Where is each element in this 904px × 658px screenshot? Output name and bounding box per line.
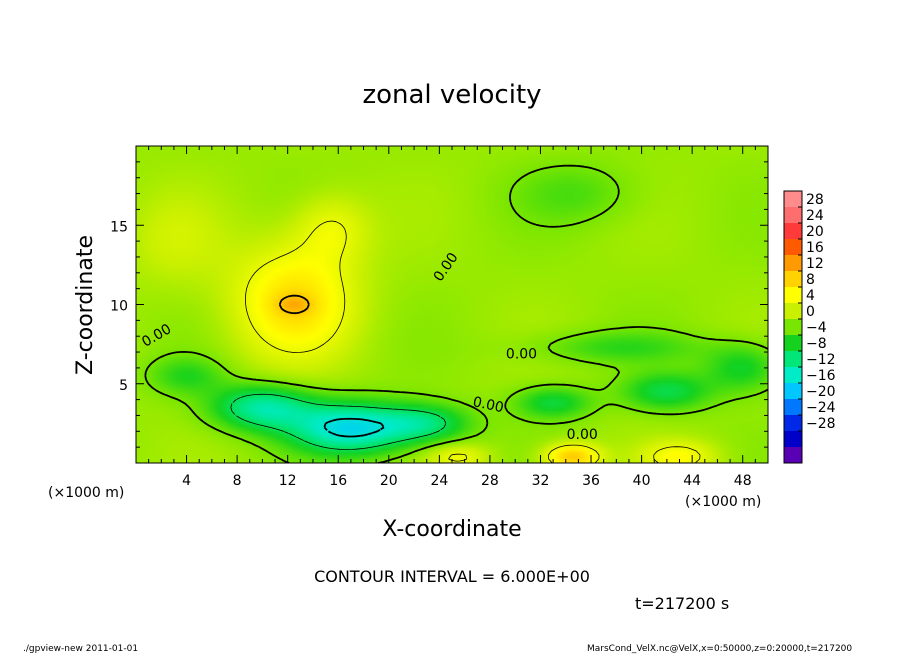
colorbar-tick-label: −24 bbox=[806, 400, 836, 416]
contour-level-12 bbox=[278, 294, 310, 315]
colorbar-swatch bbox=[784, 399, 802, 416]
colorbar-tick-label: −4 bbox=[806, 320, 827, 336]
colorbar-tick-label: 24 bbox=[806, 208, 824, 224]
colorbar-swatch bbox=[784, 319, 802, 336]
colorbar-swatch bbox=[784, 207, 802, 224]
colorbar-swatch bbox=[784, 367, 802, 384]
colorbar-tick-label: 20 bbox=[806, 224, 824, 240]
contour-lines bbox=[144, 164, 768, 463]
colorbar-swatch bbox=[784, 335, 802, 352]
colorbar-swatch bbox=[784, 351, 802, 368]
chart-title: zonal velocity bbox=[362, 80, 541, 110]
colorbar-swatch bbox=[784, 415, 802, 432]
colorbar-tick-label: −12 bbox=[806, 352, 836, 368]
x-tick-label: 12 bbox=[279, 473, 297, 489]
contour-level-0 bbox=[144, 164, 768, 463]
x-tick-label: 48 bbox=[734, 473, 752, 489]
colorbar-tick-label: −20 bbox=[806, 384, 836, 400]
x-tick-label: 36 bbox=[582, 473, 600, 489]
plot-area bbox=[136, 146, 768, 463]
footer-left: ./gpview-new 2011-01-01 bbox=[23, 644, 138, 654]
contour-level-neg6 bbox=[230, 393, 447, 450]
colorbar-swatch bbox=[784, 223, 802, 240]
x-tick-label: 28 bbox=[481, 473, 499, 489]
y-axis: 5 10 15 bbox=[110, 161, 768, 448]
contour-label: 0.00 bbox=[567, 427, 598, 443]
colorbar-tick-label: 28 bbox=[806, 192, 824, 208]
contour-label: 0.00 bbox=[471, 394, 505, 416]
x-tick-label: 16 bbox=[329, 473, 347, 489]
colorbar-swatch bbox=[784, 239, 802, 256]
colorbar-swatch bbox=[784, 191, 802, 208]
colorbar-tick-label: 0 bbox=[806, 304, 815, 320]
x-tick-label: 4 bbox=[182, 473, 191, 489]
x-tick-label: 40 bbox=[633, 473, 651, 489]
time-label: t=217200 s bbox=[635, 594, 729, 613]
colorbar-tick-label: −16 bbox=[806, 368, 836, 384]
colorbar-frame bbox=[783, 190, 803, 464]
colorbar-tick-label: −8 bbox=[806, 336, 827, 352]
colorbar-swatch bbox=[784, 255, 802, 272]
y-axis-unit: (×1000 m) bbox=[48, 485, 124, 501]
x-tick-label: 24 bbox=[430, 473, 448, 489]
colorbar-tick-label: 12 bbox=[806, 256, 824, 272]
colorbar-swatch bbox=[784, 383, 802, 400]
contour-level-neg12 bbox=[323, 417, 385, 438]
contour-level-6 bbox=[245, 220, 701, 463]
y-tick-label: 15 bbox=[110, 219, 128, 235]
y-tick-label: 5 bbox=[119, 378, 128, 394]
colorbar-swatch bbox=[784, 271, 802, 288]
x-tick-label: 44 bbox=[683, 473, 701, 489]
x-axis: 4 8 12 16 20 24 28 32 36 40 44 48 bbox=[148, 146, 756, 489]
colorbar-swatch bbox=[784, 303, 802, 320]
velocity-heatmap bbox=[136, 146, 768, 463]
contour-label: 0.00 bbox=[506, 346, 537, 362]
x-tick-label: 32 bbox=[532, 473, 550, 489]
colorbar-swatch bbox=[784, 431, 802, 448]
colorbar-tick-label: 4 bbox=[806, 288, 815, 304]
footer-right: MarsCond_VelX.nc@VelX,x=0:50000,z=0:2000… bbox=[587, 644, 852, 654]
x-axis-label: X-coordinate bbox=[382, 517, 521, 542]
colorbar-tick-label: 8 bbox=[806, 272, 815, 288]
colorbar-tick-label: 16 bbox=[806, 240, 824, 256]
colorbar-tick-label: −28 bbox=[806, 416, 836, 432]
x-axis-unit: (×1000 m) bbox=[685, 494, 761, 510]
x-tick-label: 8 bbox=[233, 473, 242, 489]
colorbar-swatch bbox=[784, 287, 802, 304]
y-tick-label: 10 bbox=[110, 299, 128, 315]
x-tick-label: 20 bbox=[380, 473, 398, 489]
y-axis-label: Z-coordinate bbox=[73, 235, 98, 375]
colorbar-swatch bbox=[784, 447, 802, 464]
contour-interval-text: CONTOUR INTERVAL = 6.000E+00 bbox=[314, 567, 590, 586]
